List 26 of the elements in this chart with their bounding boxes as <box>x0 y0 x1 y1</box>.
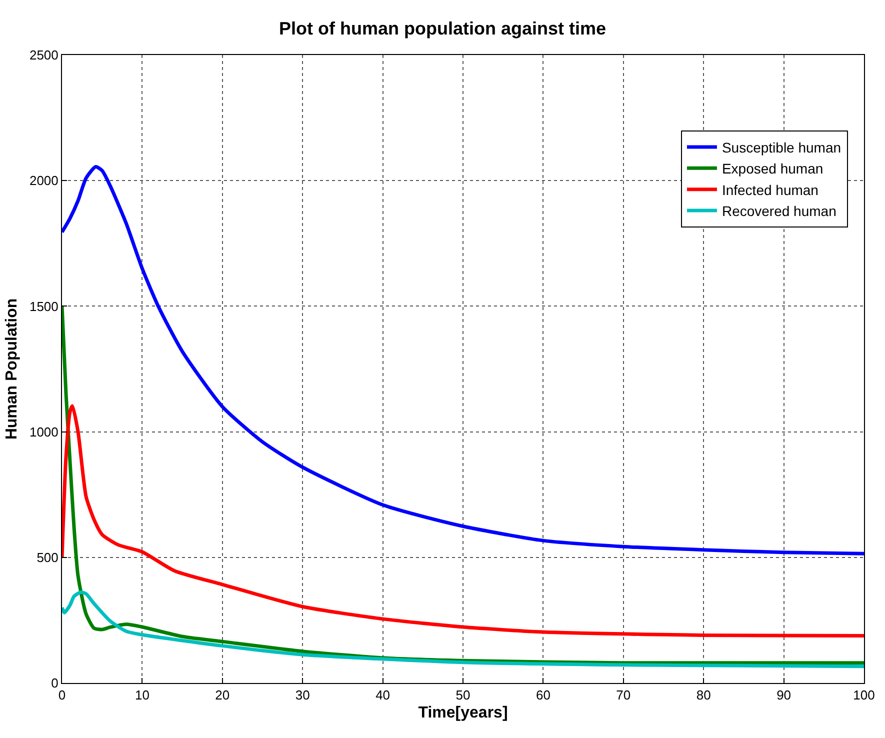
x-axis-title: Time[years] <box>418 704 508 722</box>
x-tick-label: 100 <box>853 688 875 703</box>
x-tick-label: 60 <box>536 688 550 703</box>
legend-label: Susceptible human <box>722 139 842 156</box>
legend-label: Recovered human <box>722 203 836 220</box>
y-tick-label: 500 <box>36 550 58 565</box>
y-tick-label: 2500 <box>29 48 58 63</box>
x-tick-label: 40 <box>376 688 390 703</box>
x-tick-label: 20 <box>215 688 230 703</box>
x-tick-label: 70 <box>616 688 631 703</box>
x-tick-label: 50 <box>456 688 470 703</box>
x-tick-label: 90 <box>776 688 792 703</box>
y-tick-label: 1000 <box>29 424 58 440</box>
line-series <box>62 404 864 638</box>
x-tick-label: 10 <box>134 688 150 703</box>
x-tick-label: 80 <box>696 688 711 703</box>
legend-label: Exposed human <box>722 160 824 177</box>
y-tick-label: 0 <box>51 676 58 691</box>
legend-label: Infected human <box>722 182 818 198</box>
chart-title: Plot of human population against time <box>279 18 606 39</box>
y-tick-label: 1500 <box>29 298 58 314</box>
line-series <box>62 165 864 556</box>
y-tick-label: 2000 <box>29 173 58 188</box>
line-series <box>62 590 864 668</box>
y-axis-title: Human Population <box>3 298 20 440</box>
x-tick-label: 30 <box>295 688 310 703</box>
